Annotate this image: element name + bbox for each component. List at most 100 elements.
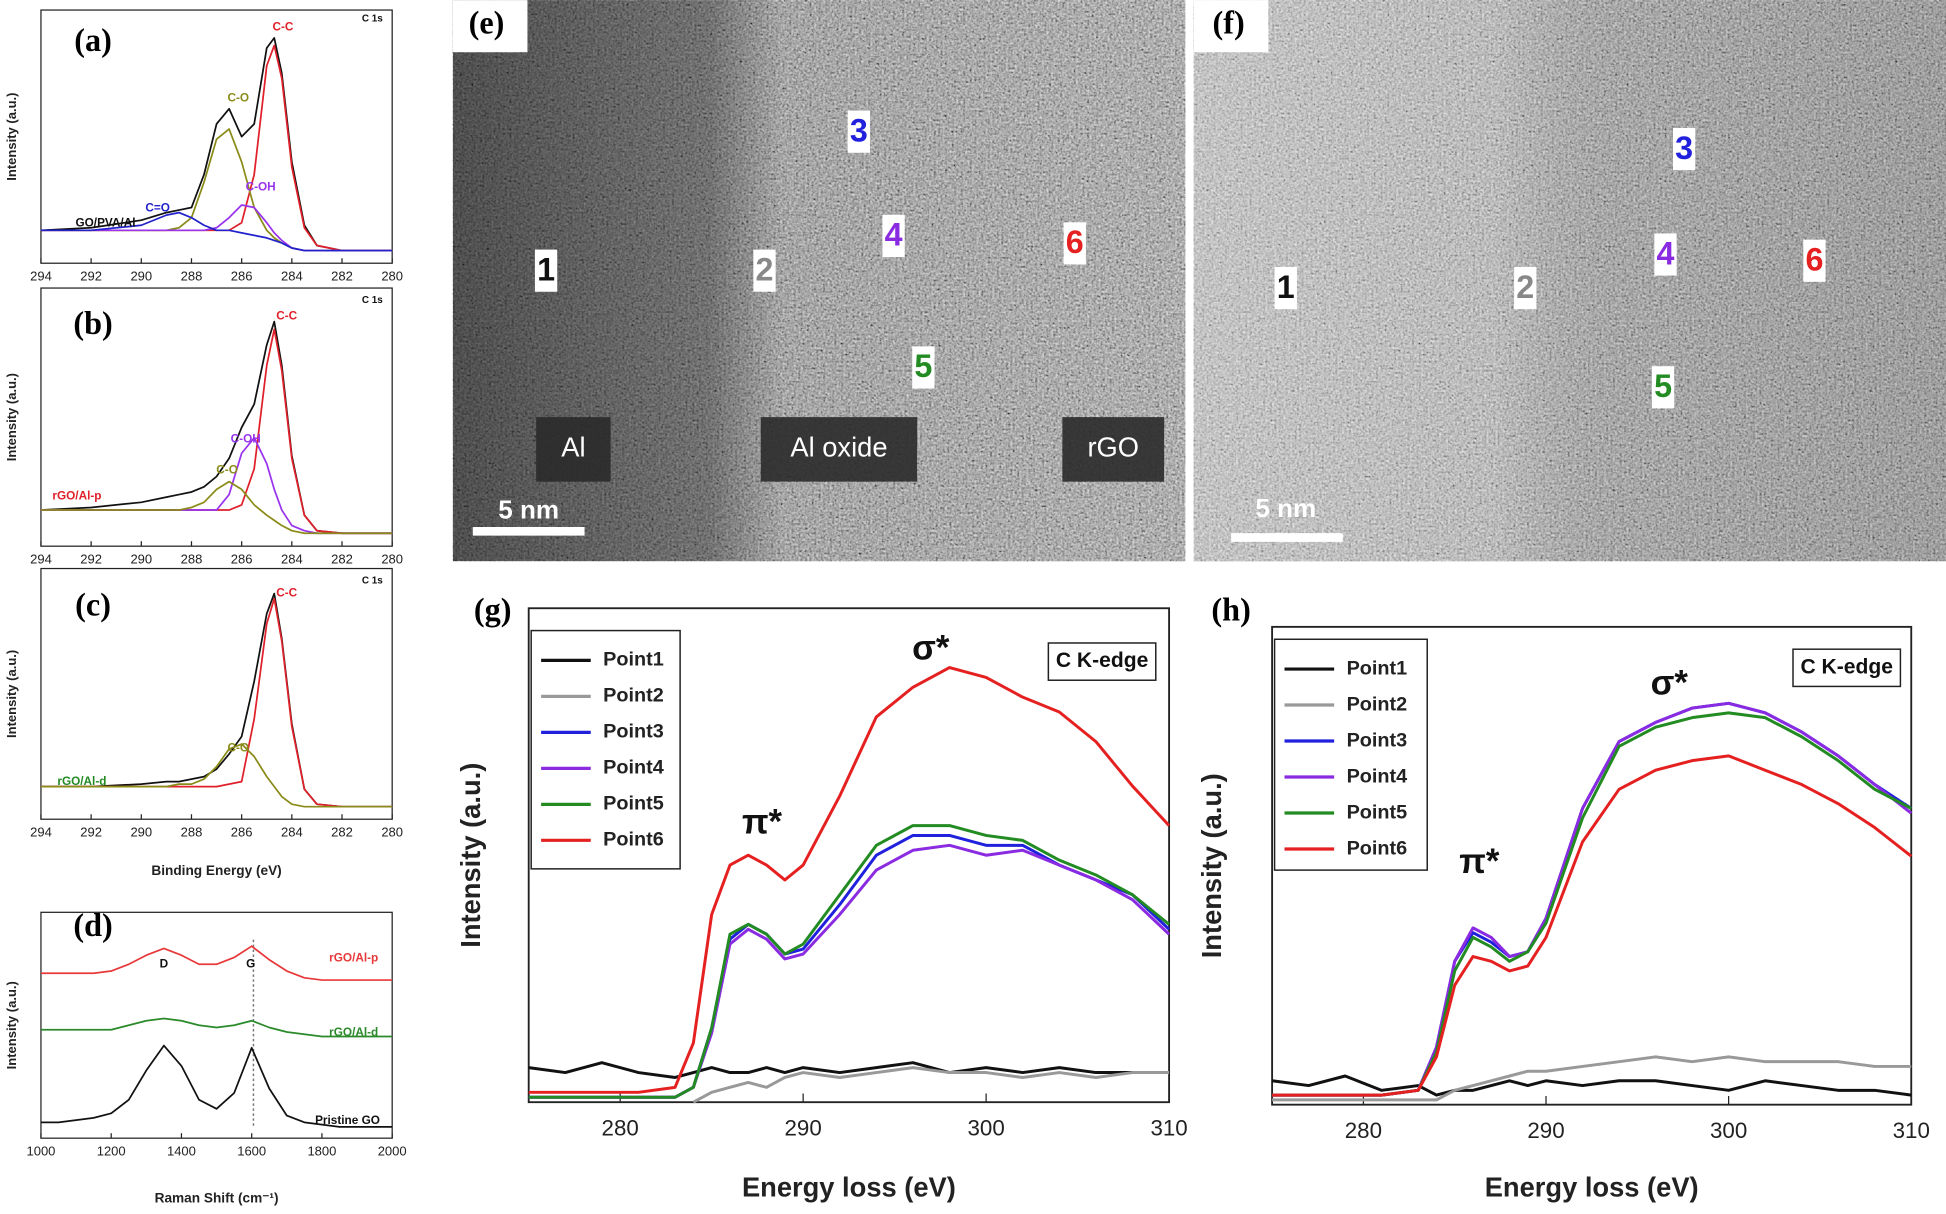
annotation: C K-edge (1056, 649, 1149, 672)
region-label-bg (760, 417, 918, 482)
x-axis-label: Raman Shift (cm⁻¹) (155, 1191, 279, 1206)
legend-label: Point4 (603, 757, 664, 779)
annotation: C=O (145, 202, 170, 215)
legend-label: Point4 (1347, 765, 1408, 787)
x-tick-label: 1600 (237, 1143, 266, 1158)
point-label: 6 (1066, 224, 1084, 260)
point-label: 2 (756, 251, 774, 287)
scale-bar-label: 5 nm (498, 494, 559, 524)
x-tick-label: 290 (785, 1115, 822, 1140)
legend-label: Point1 (603, 649, 664, 671)
series-line (40, 480, 393, 535)
point-label: 4 (885, 217, 903, 253)
point-label: 5 (1654, 368, 1672, 404)
series-line (40, 1044, 393, 1128)
series-line (528, 666, 1171, 1094)
legend-box (530, 629, 681, 870)
region-label-bg (1062, 417, 1165, 482)
point-label-bg (753, 249, 776, 292)
annotation: rGO/Al-p (52, 490, 101, 503)
y-axis-label: Intensity (a.u.) (4, 373, 19, 461)
legend-label: Point1 (1347, 657, 1408, 679)
point-label-bg (1654, 233, 1677, 276)
point-label-bg (1651, 366, 1675, 409)
series-line (40, 328, 393, 535)
point-label: 4 (1657, 235, 1675, 271)
series-line (528, 833, 1171, 1099)
annotation-box (1047, 642, 1157, 681)
annotation: rGO/Al-d (57, 775, 106, 788)
annotation: G (246, 958, 255, 971)
series-line (40, 743, 393, 808)
x-tick-label: 300 (1710, 1118, 1747, 1143)
point-label-bg (1672, 127, 1696, 171)
x-tick-label: 286 (231, 551, 253, 566)
y-axis-label: Intensity (a.u.) (4, 650, 19, 738)
series-line (40, 1017, 393, 1038)
x-tick-label: 1200 (97, 1143, 126, 1158)
x-axis-label: Energy loss (eV) (742, 1171, 956, 1202)
x-tick-label: 284 (281, 824, 303, 839)
series-line (40, 211, 393, 252)
y-axis-label: Intensity (a.u.) (4, 93, 19, 181)
annotation: σ* (1651, 664, 1689, 702)
y-axis-label: Intensity (a.u.) (1196, 773, 1227, 958)
legend-label: Point5 (1347, 801, 1408, 823)
plot-frame (1271, 625, 1913, 1106)
x-tick-label: 280 (381, 268, 403, 283)
x-tick-label: 290 (130, 824, 152, 839)
series-line (1272, 1055, 1912, 1102)
series-line (692, 1066, 1170, 1104)
x-tick-label: 288 (181, 824, 203, 839)
x-tick-label: 294 (30, 268, 52, 283)
x-tick-label: 292 (80, 268, 102, 283)
region-label: rGO (1087, 432, 1139, 463)
annotation: C-OH (231, 433, 261, 446)
series-line (1272, 754, 1913, 1097)
point-label: 1 (1277, 269, 1295, 305)
x-tick-label: 294 (30, 824, 52, 839)
x-tick-label: 286 (231, 268, 253, 283)
annotation-box (1792, 648, 1902, 688)
x-tick-label: 284 (281, 551, 303, 566)
annotation: D (160, 958, 169, 971)
point-label-bg (1803, 239, 1826, 282)
point-label-bg (912, 346, 935, 389)
x-tick-label: 294 (30, 551, 52, 566)
x-tick-label: 292 (80, 551, 102, 566)
y-axis-label: Intensity (a.u.) (4, 981, 19, 1069)
legend-label: Point2 (603, 685, 664, 707)
x-tick-label: 288 (181, 551, 203, 566)
series-line (40, 128, 393, 252)
annotation: GO/PVA/Al (75, 217, 135, 230)
annotation: C-O (227, 91, 249, 104)
plot-frame (40, 567, 393, 820)
point-label: 2 (1516, 269, 1534, 305)
annotation: π* (1459, 843, 1500, 881)
x-tick-label: 280 (602, 1115, 639, 1140)
y-axis-label: Intensity (a.u.) (455, 763, 486, 948)
panel-label-bg (1193, 0, 1269, 53)
x-axis-label: Energy loss (eV) (1485, 1171, 1699, 1202)
x-tick-label: 282 (331, 551, 353, 566)
point-label-bg (1514, 266, 1537, 310)
x-tick-label: 280 (381, 824, 403, 839)
panel-label: (d) (73, 907, 112, 943)
x-tick-label: 288 (181, 268, 203, 283)
x-tick-label: 310 (1893, 1118, 1930, 1143)
x-tick-label: 1000 (26, 1143, 55, 1158)
series-line (528, 824, 1171, 1099)
x-tick-label: 2000 (378, 1143, 407, 1158)
annotation: C-OH (246, 181, 276, 194)
annotation: C-O (216, 464, 238, 477)
point-label-bg (534, 249, 558, 292)
legend-label: Point3 (603, 721, 664, 743)
annotation: C 1s (362, 576, 383, 587)
annotation: C 1s (362, 13, 383, 24)
x-tick-label: 284 (281, 268, 303, 283)
annotation: π* (742, 803, 783, 841)
micrograph-shade (1193, 0, 1946, 562)
legend-label: Point2 (1347, 693, 1408, 715)
